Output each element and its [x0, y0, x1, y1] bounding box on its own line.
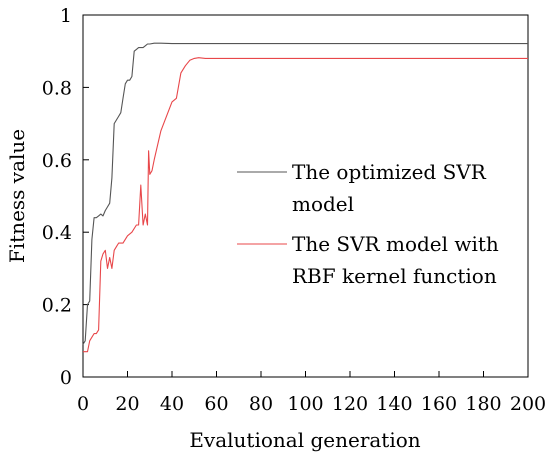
x-tick-label: 80 — [249, 393, 273, 415]
x-tick-label: 120 — [332, 393, 368, 415]
y-axis-title: Fitness value — [5, 129, 29, 263]
series-layer — [82, 42, 528, 353]
legend: The optimized SVR model The SVR model with… — [237, 160, 499, 288]
x-axis-ticks: 0 20 40 60 80 100 120 140 160 180 200 — [77, 371, 546, 415]
x-tick-label: 20 — [115, 393, 139, 415]
legend-label-1-line-2: model — [292, 192, 354, 216]
x-tick-label: 180 — [465, 393, 501, 415]
x-tick-label: 40 — [160, 393, 184, 415]
y-tick-label: 1 — [60, 5, 72, 27]
y-tick-label: 0.6 — [42, 150, 72, 172]
legend-label-1-line-1: The optimized SVR — [292, 160, 487, 184]
series-line-2 — [83, 57, 528, 353]
series-line-1 — [82, 42, 528, 345]
x-tick-label: 0 — [77, 393, 89, 415]
y-axis-ticks: 0 0.2 0.4 0.6 0.8 1 — [42, 5, 89, 389]
legend-label-2-line-2: RBF kernel function — [292, 264, 497, 288]
x-tick-label: 200 — [510, 393, 546, 415]
x-axis-title: Evalutional generation — [189, 428, 420, 452]
y-tick-label: 0.4 — [42, 222, 72, 244]
x-tick-label: 100 — [287, 393, 323, 415]
x-tick-label: 60 — [204, 393, 228, 415]
legend-label-2-line-1: The SVR model with — [292, 232, 499, 256]
x-tick-label: 140 — [376, 393, 412, 415]
y-tick-label: 0.2 — [42, 295, 72, 317]
x-tick-label: 160 — [421, 393, 457, 415]
y-tick-label: 0.8 — [42, 77, 72, 99]
y-tick-label: 0 — [60, 367, 72, 389]
